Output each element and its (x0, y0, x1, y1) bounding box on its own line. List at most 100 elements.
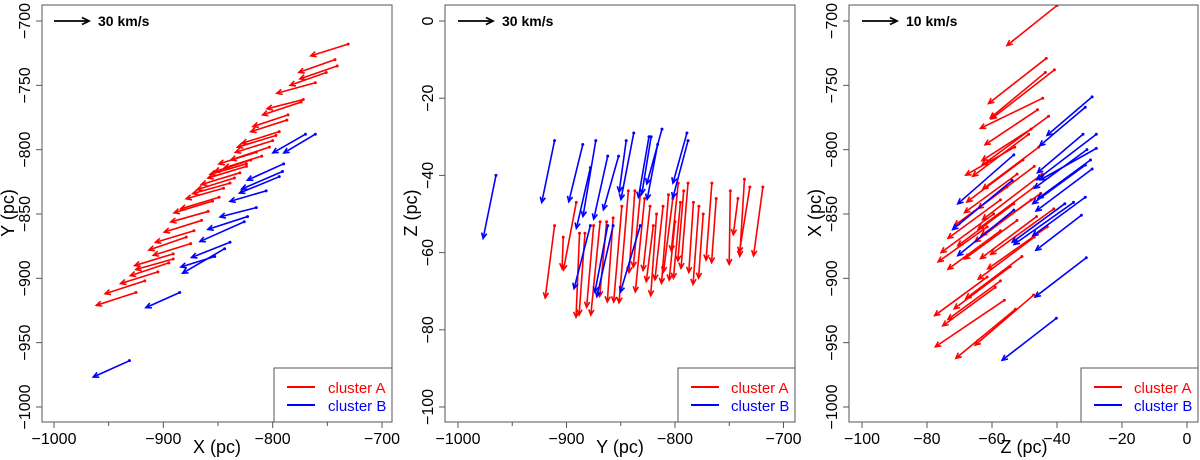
arrow-shaft (1034, 257, 1087, 298)
arrow-shaft (952, 179, 1013, 231)
arrowhead-icon (539, 196, 547, 205)
velocity-arrow (572, 224, 592, 291)
y-tick-label: −100 (420, 389, 437, 425)
velocity-arrow (616, 139, 628, 194)
arrow-shaft (632, 194, 642, 268)
velocity-arrow (103, 279, 147, 296)
arrowhead-icon (558, 262, 566, 271)
legend-label-cluster-b: cluster B (731, 398, 789, 415)
arrow-shaft (1036, 133, 1084, 174)
velocity-arrow (539, 139, 557, 205)
y-tick-label: −900 (17, 260, 34, 296)
velocity-arrow (976, 185, 1036, 231)
arrow-shaft (201, 172, 241, 186)
arrow-shaft (982, 173, 1043, 221)
velocity-arrow (162, 218, 204, 234)
series-cluster-a (94, 42, 350, 307)
y-tick-label: −800 (824, 132, 841, 168)
arrow-shaft (672, 132, 688, 184)
velocity-arrow (190, 181, 232, 196)
arrowhead-icon (678, 262, 685, 271)
arrow-shaft (1032, 164, 1086, 205)
velocity-arrow (956, 202, 1016, 247)
velocity-arrow (610, 204, 624, 304)
velocity-arrow (248, 118, 289, 134)
arrow-shaft (1032, 196, 1086, 237)
arrowhead-icon (889, 16, 900, 26)
y-tick-label: −750 (17, 67, 34, 103)
x-tick-label: −800 (255, 431, 291, 448)
arrow-shaft (966, 159, 1024, 203)
arrowhead-icon (206, 224, 214, 232)
arrows-layer (91, 42, 350, 378)
velocity-arrow (964, 145, 1017, 177)
arrow-shaft (241, 170, 283, 190)
y-tick-label: −700 (824, 3, 841, 39)
velocity-arrow (695, 212, 705, 281)
arrow-shaft (241, 130, 280, 145)
arrowhead-icon (239, 183, 248, 191)
velocity-arrow (180, 247, 227, 275)
y-tick-label: −1000 (17, 384, 34, 429)
arrow-shaft (977, 186, 1035, 230)
velocity-arrow (989, 207, 1056, 256)
velocity-arrow (587, 220, 602, 317)
velocity-arrow (128, 261, 171, 278)
arrowhead-icon (644, 193, 652, 202)
arrow-shaft (990, 69, 1055, 120)
arrowhead-icon (601, 203, 608, 212)
arrow-shaft (942, 286, 996, 327)
arrowhead-icon (485, 16, 496, 26)
velocity-arrow (674, 189, 686, 263)
arrow-shaft (135, 258, 174, 271)
x-tick-label: −700 (765, 431, 801, 448)
arrowhead-icon (151, 250, 160, 257)
arrowhead-icon (271, 147, 279, 154)
arrowhead-icon (572, 311, 580, 320)
arrow-shaft (219, 206, 257, 218)
arrow-shaft (214, 159, 252, 173)
arrow-shaft (697, 213, 705, 279)
arrow-shaft (953, 266, 1011, 310)
y-tick-label: −850 (17, 196, 34, 232)
arrow-shaft (974, 294, 1035, 346)
velocity-arrow (946, 229, 1002, 271)
arrowhead-icon (297, 67, 305, 74)
arrow-shaft (634, 198, 646, 292)
y-tick-label: −950 (824, 325, 841, 361)
panel-zx: Z (pc) X (pc) 10 km/s −100 −80 −60 −40 −20 0 −… (805, 3, 1199, 457)
arrowhead-icon (233, 147, 242, 154)
arrow-shaft (981, 115, 1050, 166)
arrowhead-icon (983, 139, 992, 146)
velocity-arrow (750, 185, 765, 258)
arrowhead-icon (941, 320, 949, 327)
velocity-arrow (134, 257, 175, 272)
arrow-shaft (981, 128, 1032, 162)
velocity-arrow (1010, 202, 1067, 244)
x-tick-label: −1000 (32, 431, 77, 448)
velocity-arrow (980, 127, 1033, 162)
arrowhead-icon (309, 51, 317, 58)
arrowhead-icon (1045, 129, 1053, 137)
velocity-arrow (576, 231, 587, 317)
legend-box (273, 367, 393, 423)
series-cluster-a (542, 177, 765, 320)
arrow-shaft (728, 190, 732, 265)
velocity-arrow (1033, 256, 1088, 299)
arrow-shaft (965, 146, 1016, 176)
velocity-arrow (574, 166, 592, 231)
arrow-shaft (957, 203, 1015, 247)
velocity-arrow (640, 204, 652, 273)
x-tick-label: −60 (978, 431, 1005, 448)
velocity-arrow (198, 220, 246, 243)
arrow-shaft (645, 225, 655, 282)
arrowhead-icon (978, 123, 987, 130)
velocity-arrow (147, 235, 188, 252)
x-tick-label: −900 (548, 431, 584, 448)
velocity-arrow (976, 235, 1036, 281)
y-tick-label: −40 (420, 162, 437, 189)
arrowhead-icon (987, 97, 995, 105)
arrowhead-icon (172, 208, 181, 215)
velocity-arrow (987, 56, 1048, 105)
